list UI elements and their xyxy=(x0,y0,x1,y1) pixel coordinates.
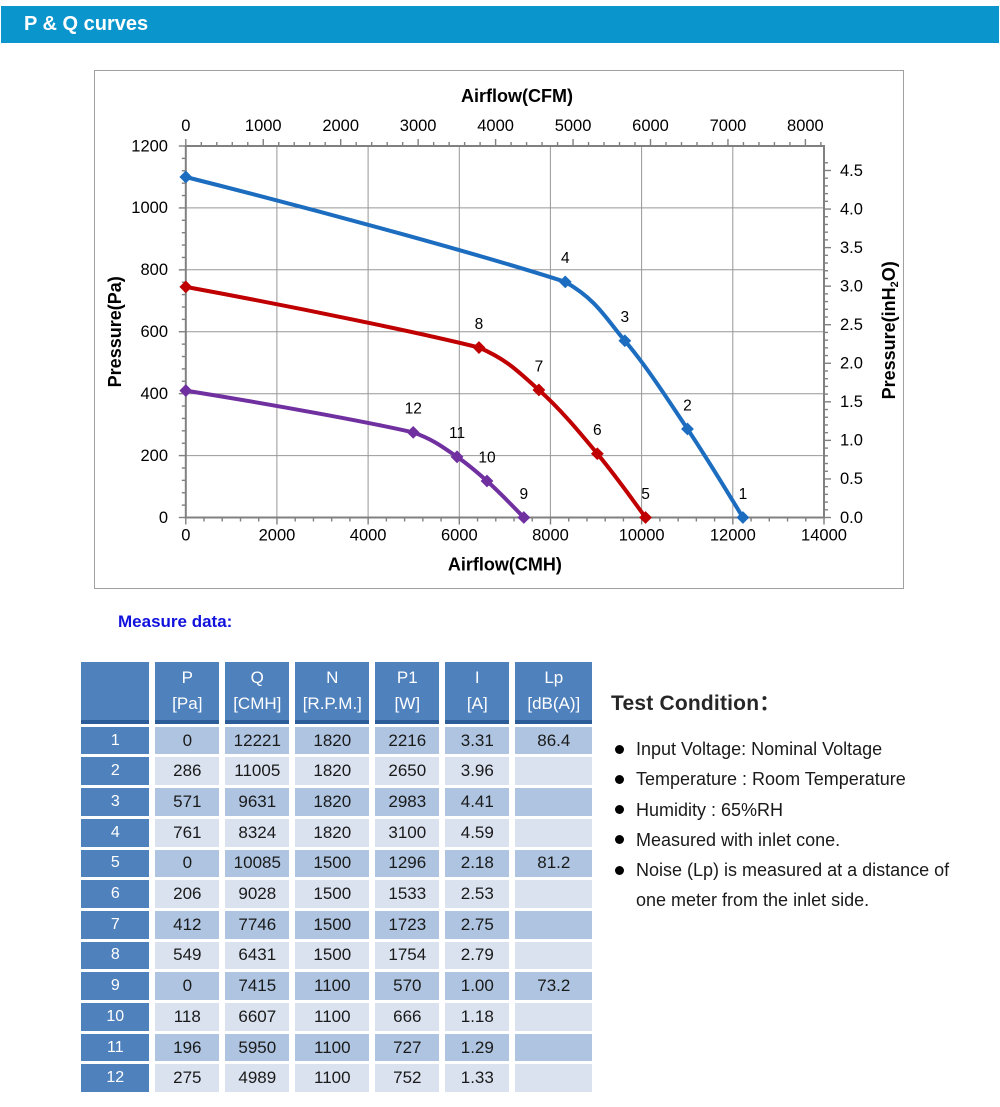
svg-text:7: 7 xyxy=(535,358,544,375)
svg-text:8000: 8000 xyxy=(532,527,569,545)
svg-text:3000: 3000 xyxy=(400,117,437,135)
svg-text:2.0: 2.0 xyxy=(840,355,863,373)
svg-text:0: 0 xyxy=(181,117,190,135)
svg-text:1: 1 xyxy=(739,486,748,503)
svg-text:2: 2 xyxy=(683,397,692,414)
svg-text:3.0: 3.0 xyxy=(840,277,863,295)
svg-text:6000: 6000 xyxy=(441,527,478,545)
svg-text:7000: 7000 xyxy=(710,117,747,135)
svg-text:0: 0 xyxy=(159,509,168,527)
svg-text:8: 8 xyxy=(475,316,484,333)
svg-text:4000: 4000 xyxy=(477,117,514,135)
svg-text:5: 5 xyxy=(641,486,650,503)
svg-text:1.5: 1.5 xyxy=(840,393,863,411)
svg-text:1000: 1000 xyxy=(131,199,168,217)
svg-text:Airflow(CMH): Airflow(CMH) xyxy=(448,555,562,575)
svg-text:1200: 1200 xyxy=(131,137,168,155)
svg-text:3: 3 xyxy=(621,309,630,326)
svg-text:9: 9 xyxy=(520,486,529,503)
svg-text:11: 11 xyxy=(449,425,465,442)
svg-text:2000: 2000 xyxy=(322,117,359,135)
svg-text:1000: 1000 xyxy=(245,117,282,135)
svg-text:12: 12 xyxy=(405,401,422,418)
svg-text:800: 800 xyxy=(140,261,168,279)
svg-text:2000: 2000 xyxy=(259,527,296,545)
svg-text:4: 4 xyxy=(561,250,570,267)
svg-text:0.0: 0.0 xyxy=(840,509,863,527)
svg-text:1.0: 1.0 xyxy=(840,432,863,450)
svg-text:6: 6 xyxy=(593,422,602,439)
svg-text:2.5: 2.5 xyxy=(840,316,863,334)
svg-text:10000: 10000 xyxy=(619,527,665,545)
svg-text:400: 400 xyxy=(140,385,168,403)
svg-text:6000: 6000 xyxy=(632,117,669,135)
svg-text:0: 0 xyxy=(181,527,190,545)
svg-text:0.5: 0.5 xyxy=(840,470,863,488)
svg-text:14000: 14000 xyxy=(801,527,847,545)
svg-text:5000: 5000 xyxy=(555,117,592,135)
svg-text:8000: 8000 xyxy=(787,117,824,135)
svg-text:Pressure(Pa): Pressure(Pa) xyxy=(105,276,125,387)
svg-text:Airflow(CFM): Airflow(CFM) xyxy=(461,86,573,106)
svg-text:4000: 4000 xyxy=(350,527,387,545)
svg-text:600: 600 xyxy=(140,323,168,341)
svg-text:3.5: 3.5 xyxy=(840,239,863,257)
svg-text:4.5: 4.5 xyxy=(840,162,863,180)
svg-text:200: 200 xyxy=(140,447,168,465)
svg-text:12000: 12000 xyxy=(710,527,756,545)
svg-text:10: 10 xyxy=(478,449,496,466)
svg-text:4.0: 4.0 xyxy=(840,200,863,218)
svg-text:Pressure(inH2O): Pressure(inH2O) xyxy=(879,261,901,399)
